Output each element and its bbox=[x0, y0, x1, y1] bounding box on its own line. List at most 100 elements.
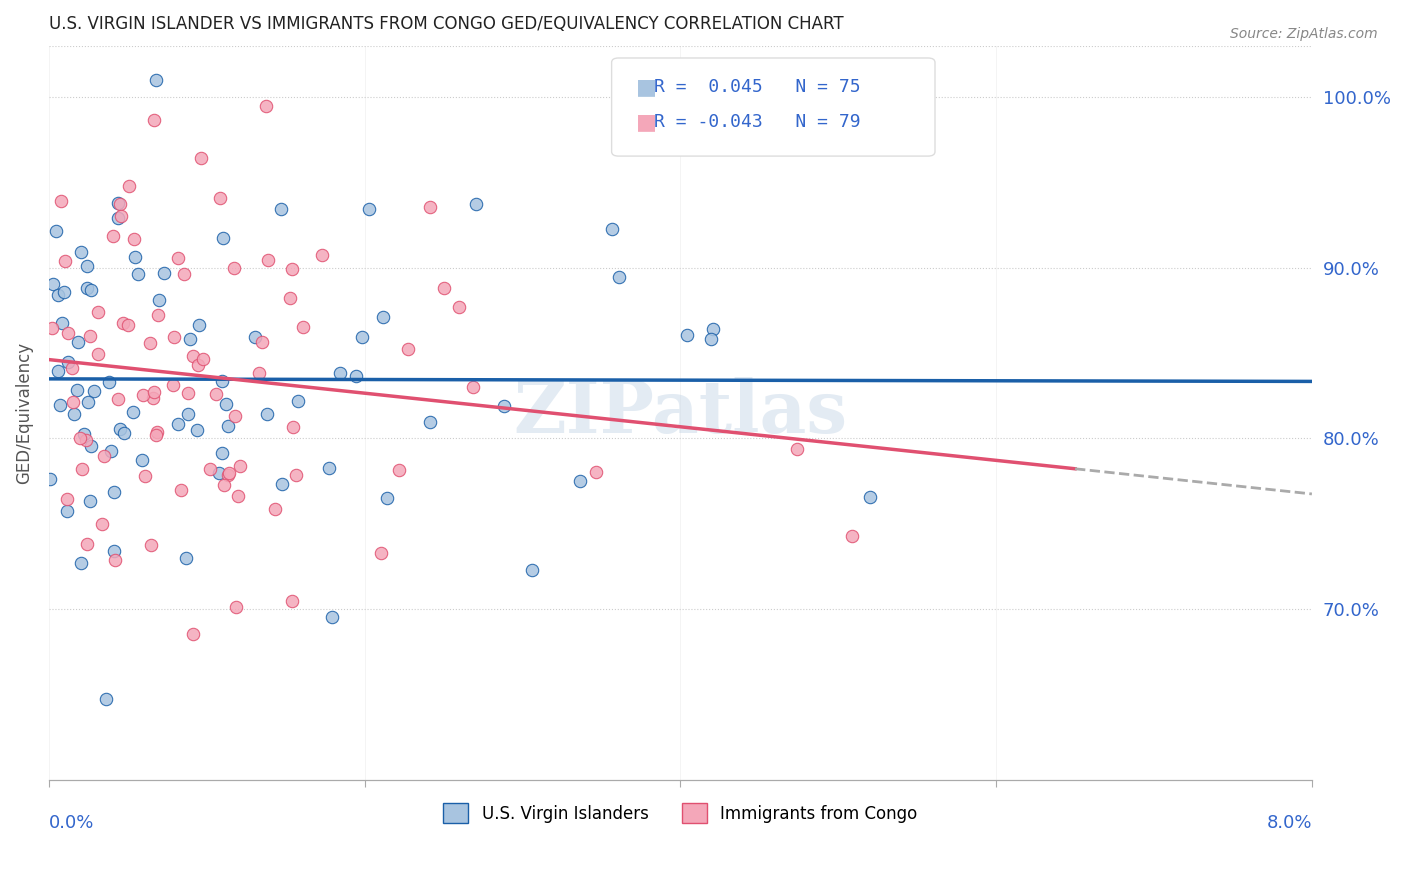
U.S. Virgin Islanders bbox=[46, 364, 69, 378]
U.S. Virgin Islanders bbox=[66, 335, 89, 350]
U.S. Virgin Islanders bbox=[51, 317, 73, 331]
U.S. Virgin Islanders bbox=[153, 266, 176, 280]
Text: ■: ■ bbox=[636, 112, 657, 132]
U.S. Virgin Islanders bbox=[127, 268, 149, 282]
U.S. Virgin Islanders bbox=[215, 397, 238, 411]
U.S. Virgin Islanders bbox=[62, 407, 84, 421]
Immigrants from Congo bbox=[311, 248, 333, 262]
Immigrants from Congo bbox=[75, 434, 97, 448]
Immigrants from Congo bbox=[278, 291, 301, 305]
Immigrants from Congo bbox=[281, 262, 304, 277]
Immigrants from Congo bbox=[132, 387, 155, 401]
U.S. Virgin Islanders bbox=[211, 446, 233, 460]
U.S. Virgin Islanders bbox=[600, 222, 623, 236]
Immigrants from Congo bbox=[841, 528, 863, 542]
Immigrants from Congo bbox=[122, 232, 145, 246]
Text: ■: ■ bbox=[636, 78, 657, 97]
Immigrants from Congo bbox=[49, 194, 72, 208]
U.S. Virgin Islanders bbox=[121, 405, 143, 419]
Immigrants from Congo bbox=[190, 151, 212, 165]
U.S. Virgin Islanders bbox=[66, 383, 89, 397]
U.S. Virgin Islanders bbox=[148, 293, 170, 308]
Text: 0.0%: 0.0% bbox=[49, 814, 94, 832]
U.S. Virgin Islanders bbox=[177, 407, 200, 421]
Text: R =  0.045   N = 75: R = 0.045 N = 75 bbox=[654, 78, 860, 96]
Immigrants from Congo bbox=[449, 301, 471, 315]
Text: U.S. VIRGIN ISLANDER VS IMMIGRANTS FROM CONGO GED/EQUIVALENCY CORRELATION CHART: U.S. VIRGIN ISLANDER VS IMMIGRANTS FROM … bbox=[49, 15, 844, 33]
U.S. Virgin Islanders bbox=[174, 551, 197, 566]
U.S. Virgin Islanders bbox=[699, 332, 721, 346]
U.S. Virgin Islanders bbox=[107, 211, 129, 225]
Immigrants from Congo bbox=[79, 328, 101, 343]
U.S. Virgin Islanders bbox=[167, 417, 190, 431]
Immigrants from Congo bbox=[212, 477, 235, 491]
Immigrants from Congo bbox=[225, 600, 247, 615]
Immigrants from Congo bbox=[87, 347, 110, 361]
Immigrants from Congo bbox=[250, 335, 273, 350]
U.S. Virgin Islanders bbox=[145, 72, 167, 87]
Immigrants from Congo bbox=[167, 251, 190, 265]
Immigrants from Congo bbox=[41, 321, 63, 335]
Immigrants from Congo bbox=[148, 309, 170, 323]
Immigrants from Congo bbox=[145, 428, 167, 442]
U.S. Virgin Islanders bbox=[103, 544, 125, 558]
U.S. Virgin Islanders bbox=[131, 452, 153, 467]
Immigrants from Congo bbox=[177, 386, 200, 401]
U.S. Virgin Islanders bbox=[39, 472, 62, 486]
Immigrants from Congo bbox=[142, 391, 165, 405]
Immigrants from Congo bbox=[86, 305, 108, 319]
Immigrants from Congo bbox=[93, 449, 115, 463]
Immigrants from Congo bbox=[145, 425, 167, 439]
U.S. Virgin Islanders bbox=[179, 332, 201, 346]
U.S. Virgin Islanders bbox=[270, 202, 292, 217]
Immigrants from Congo bbox=[217, 467, 239, 482]
U.S. Virgin Islanders bbox=[520, 563, 543, 577]
U.S. Virgin Islanders bbox=[187, 318, 209, 333]
U.S. Virgin Islanders bbox=[80, 439, 103, 453]
U.S. Virgin Islanders bbox=[100, 443, 122, 458]
U.S. Virgin Islanders bbox=[318, 461, 340, 475]
U.S. Virgin Islanders bbox=[344, 368, 367, 383]
Immigrants from Congo bbox=[162, 378, 184, 392]
U.S. Virgin Islanders bbox=[208, 466, 231, 480]
U.S. Virgin Islanders bbox=[373, 310, 395, 325]
Immigrants from Congo bbox=[205, 387, 228, 401]
Immigrants from Congo bbox=[218, 466, 240, 480]
Immigrants from Congo bbox=[181, 349, 204, 363]
U.S. Virgin Islanders bbox=[212, 231, 235, 245]
U.S. Virgin Islanders bbox=[676, 327, 699, 342]
Immigrants from Congo bbox=[226, 489, 249, 503]
Immigrants from Congo bbox=[104, 553, 127, 567]
Immigrants from Congo bbox=[187, 359, 209, 373]
U.S. Virgin Islanders bbox=[859, 491, 882, 505]
Immigrants from Congo bbox=[285, 468, 308, 483]
Immigrants from Congo bbox=[461, 380, 484, 394]
U.S. Virgin Islanders bbox=[58, 355, 80, 369]
U.S. Virgin Islanders bbox=[55, 504, 77, 518]
U.S. Virgin Islanders bbox=[186, 423, 208, 437]
Immigrants from Congo bbox=[432, 281, 454, 295]
Immigrants from Congo bbox=[107, 392, 129, 406]
Immigrants from Congo bbox=[228, 459, 250, 474]
U.S. Virgin Islanders bbox=[70, 556, 93, 570]
U.S. Virgin Islanders bbox=[702, 322, 724, 336]
Immigrants from Congo bbox=[76, 537, 98, 551]
Immigrants from Congo bbox=[134, 469, 156, 483]
Immigrants from Congo bbox=[56, 326, 79, 340]
Immigrants from Congo bbox=[90, 516, 112, 531]
U.S. Virgin Islanders bbox=[359, 202, 381, 217]
Immigrants from Congo bbox=[143, 385, 166, 400]
U.S. Virgin Islanders bbox=[464, 197, 486, 211]
U.S. Virgin Islanders bbox=[42, 277, 65, 291]
Text: 8.0%: 8.0% bbox=[1267, 814, 1312, 832]
Immigrants from Congo bbox=[396, 342, 419, 356]
U.S. Virgin Islanders bbox=[52, 285, 75, 299]
Immigrants from Congo bbox=[247, 366, 270, 380]
U.S. Virgin Islanders bbox=[73, 426, 96, 441]
Immigrants from Congo bbox=[191, 351, 214, 366]
U.S. Virgin Islanders bbox=[70, 244, 93, 259]
U.S. Virgin Islanders bbox=[108, 422, 131, 436]
U.S. Virgin Islanders bbox=[97, 375, 120, 389]
U.S. Virgin Islanders bbox=[256, 408, 278, 422]
Immigrants from Congo bbox=[419, 200, 441, 214]
